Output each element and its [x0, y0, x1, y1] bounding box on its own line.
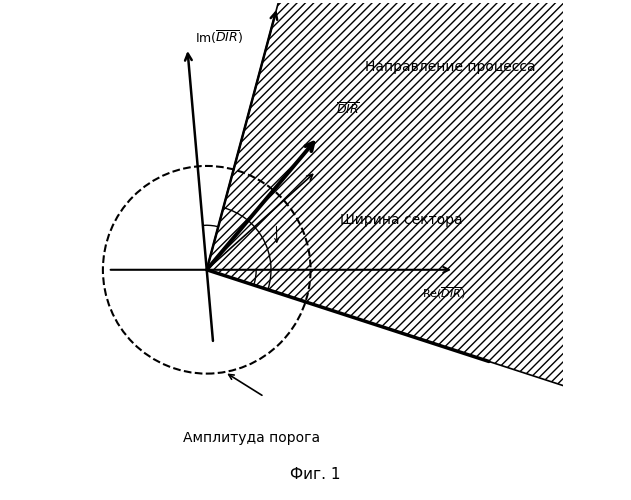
Text: Re($\overline{\mathit{DIR}}$): Re($\overline{\mathit{DIR}}$): [422, 286, 466, 302]
Text: Im($\overline{\mathit{DIR}}$): Im($\overline{\mathit{DIR}}$): [195, 28, 243, 46]
Text: Ширина сектора: Ширина сектора: [340, 214, 463, 228]
Text: Амплитуда порога: Амплитуда порога: [182, 431, 320, 445]
Polygon shape: [207, 0, 631, 453]
Text: Направление процесса: Направление процесса: [365, 60, 536, 74]
Text: Фиг. 1: Фиг. 1: [290, 468, 341, 482]
Text: $\overline{\mathit{DIR}}$: $\overline{\mathit{DIR}}$: [336, 102, 360, 117]
